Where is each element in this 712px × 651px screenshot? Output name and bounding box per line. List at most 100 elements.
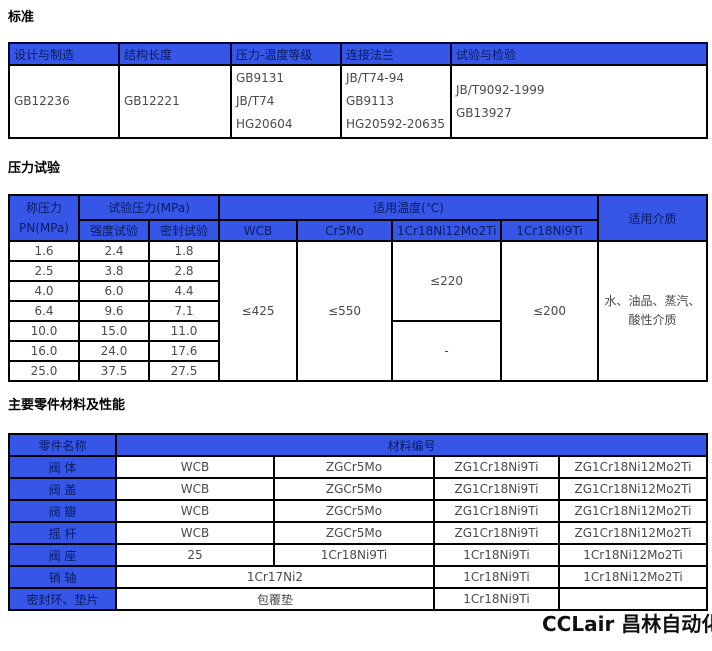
materials-header-row: 零件名称 材料编号 <box>8 433 709 457</box>
seal-value: 7.1 <box>148 300 220 322</box>
part-name: 销 轴 <box>8 565 117 589</box>
temp-mo2ti-lower-value: - <box>391 320 502 382</box>
material-row-seat: 阀 座 25 1Cr18Ni9Ti 1Cr18Ni9Ti 1Cr18Ni12Mo… <box>8 543 709 567</box>
part-name: 阀 体 <box>8 455 117 479</box>
standards-pt-rating-value: GB9131 JB/T74 HG20604 <box>230 64 342 139</box>
standard-code: GB9131 <box>236 71 285 85</box>
material-mo2ti-header: 1Cr18Ni12Mo2Ti <box>391 219 502 242</box>
material-cell: ZG1Cr18Ni9Ti <box>433 499 560 523</box>
standard-code: GB9113 <box>346 94 395 108</box>
standards-design-value: GB12236 <box>8 64 120 139</box>
pressure-row: 16.0 24.0 17.6 <box>8 340 707 362</box>
standards-col-flange: 连接法兰 <box>340 42 452 66</box>
pn-value: 16.0 <box>8 340 80 362</box>
material-cell: 包覆垫 <box>115 587 435 611</box>
material-row-bonnet: 阀 盖 WCB ZGCr5Mo ZG1Cr18Ni9Ti ZG1Cr18Ni12… <box>8 477 709 501</box>
medium-value: 水、油品、蒸汽、酸性介质 <box>597 240 709 382</box>
seal-value: 11.0 <box>148 320 220 342</box>
seal-value: 2.8 <box>148 260 220 282</box>
brand-watermark: CCLair 昌林自动化 <box>542 612 712 636</box>
medium-header: 适用介质 <box>597 194 709 242</box>
material-cell: ZG1Cr18Ni12Mo2Ti <box>557 499 709 523</box>
pressure-section-title: 压力试验 <box>8 161 61 176</box>
standard-code: HG20592-20635 <box>346 117 445 131</box>
material-cell: ZG1Cr18Ni12Mo2Ti <box>557 455 709 479</box>
part-name: 阀 盖 <box>8 477 117 501</box>
material-cell: 1Cr18Ni9Ti <box>433 587 560 611</box>
seal-test-header: 密封试验 <box>148 219 220 242</box>
material-ni9ti-header: 1Cr18Ni9Ti <box>499 219 600 242</box>
pn-value: 2.5 <box>8 260 80 282</box>
seal-value: 1.8 <box>148 240 220 262</box>
temp-wcb-value: ≤425 <box>218 240 298 382</box>
material-row-pin: 销 轴 1Cr17Ni2 1Cr18Ni9Ti 1Cr18Ni12Mo2Ti <box>8 565 709 589</box>
strength-value: 15.0 <box>78 320 150 342</box>
material-cell: 1Cr18Ni12Mo2Ti <box>557 565 709 589</box>
pressure-header-row-2: 强度试验 密封试验 WCB Cr5Mo 1Cr18Ni12Mo2Ti 1Cr18… <box>9 219 707 242</box>
standard-code: GB13927 <box>456 105 512 120</box>
standards-col-test: 试验与检验 <box>450 42 708 66</box>
strength-value: 3.8 <box>78 260 150 282</box>
pn-value: 10.0 <box>8 320 80 342</box>
part-name: 密封环、垫片 <box>8 587 117 611</box>
material-cell: ZGCr5Mo <box>273 455 435 479</box>
material-cell: WCB <box>115 477 275 501</box>
nominal-pressure-header: 称压力 PN(MPa) <box>8 194 80 242</box>
standards-test-value: JB/T9092-1999 GB13927 <box>450 64 708 139</box>
material-cell: 1Cr18Ni12Mo2Ti <box>557 543 709 567</box>
standard-code: GB12221 <box>124 94 180 108</box>
temp-ni9ti-value: ≤200 <box>499 240 600 382</box>
material-cell: ZG1Cr18Ni9Ti <box>433 455 560 479</box>
pressure-header-row-1: 称压力 PN(MPa) 试验压力(MPa) 适用温度(℃) 适用介质 <box>8 194 709 242</box>
nominal-pressure-unit: PN(MPa) <box>19 221 69 235</box>
standards-section-title: 标准 <box>8 10 35 25</box>
pressure-test-table: 称压力 PN(MPa) 试验压力(MPa) 适用温度(℃) 适用介质 强度试验 … <box>8 194 709 382</box>
part-name-header: 零件名称 <box>8 433 117 457</box>
materials-section-title: 主要零件材料及性能 <box>8 398 126 413</box>
material-cell: ZGCr5Mo <box>273 477 435 501</box>
pressure-row: 1.6 2.4 1.8 ≤425 ≤550 ≤220 ≤200 水、油品、蒸汽、… <box>8 240 709 382</box>
pressure-row: 6.4 9.6 7.1 <box>8 300 707 322</box>
material-cell: 1Cr18Ni9Ti <box>433 543 560 567</box>
strength-test-header: 强度试验 <box>78 219 150 242</box>
material-cell <box>557 587 709 611</box>
material-row-rocker: 摇 杆 WCB ZGCr5Mo ZG1Cr18Ni9Ti ZG1Cr18Ni12… <box>8 521 709 545</box>
material-cell: WCB <box>115 499 275 523</box>
standards-col-length: 结构长度 <box>118 42 232 66</box>
material-cell: ZG1Cr18Ni12Mo2Ti <box>557 477 709 501</box>
material-row-body: 阀 体 WCB ZGCr5Mo ZG1Cr18Ni9Ti ZG1Cr18Ni12… <box>8 455 709 479</box>
test-pressure-header: 试验压力(MPa) <box>78 194 220 221</box>
material-wcb-header: WCB <box>218 219 298 242</box>
strength-value: 2.4 <box>78 240 150 262</box>
standards-table: 设计与制造 结构长度 压力-温度等级 连接法兰 试验与检验 GB12236 GB… <box>8 42 708 139</box>
material-number-header: 材料编号 <box>114 433 709 457</box>
materials-table: 零件名称 材料编号 阀 体 WCB ZGCr5Mo ZG1Cr18Ni9Ti Z… <box>8 433 709 611</box>
standard-code: JB/T74 <box>236 94 275 108</box>
pn-value: 6.4 <box>8 300 80 322</box>
pressure-row: 2.5 3.8 2.8 <box>8 260 707 282</box>
material-row-seal-gasket: 密封环、垫片 包覆垫 1Cr18Ni9Ti <box>8 587 709 611</box>
pn-value: 1.6 <box>8 240 80 262</box>
material-cell: WCB <box>115 455 275 479</box>
standards-length-value: GB12221 <box>118 64 232 139</box>
temperature-header: 适用温度(℃) <box>217 194 600 221</box>
material-cell: ZG1Cr18Ni9Ti <box>433 521 560 545</box>
strength-value: 24.0 <box>78 340 150 362</box>
pressure-row: 10.0 15.0 11.0 - <box>8 320 707 382</box>
part-name: 阀 瓣 <box>8 499 117 523</box>
pn-value: 4.0 <box>8 280 80 302</box>
seal-value: 27.5 <box>148 360 220 382</box>
part-name: 阀 座 <box>8 543 117 567</box>
material-cell: ZGCr5Mo <box>273 521 435 545</box>
standard-code: HG20604 <box>236 117 293 131</box>
material-cell: 25 <box>115 543 275 567</box>
temp-cr5mo-value: ≤550 <box>296 240 393 382</box>
material-cell: 1Cr18Ni9Ti <box>273 543 435 567</box>
strength-value: 6.0 <box>78 280 150 302</box>
standards-header-row: 设计与制造 结构长度 压力-温度等级 连接法兰 试验与检验 <box>8 42 708 66</box>
pn-value: 25.0 <box>8 360 80 382</box>
temp-mo2ti-upper-value: ≤220 <box>391 240 502 322</box>
pressure-row: 4.0 6.0 4.4 <box>8 280 707 302</box>
standard-code: JB/T74-94 <box>346 71 405 85</box>
